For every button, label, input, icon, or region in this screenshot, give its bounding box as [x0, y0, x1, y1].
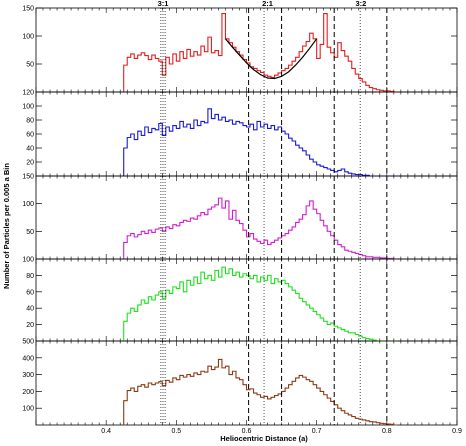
panel-5-frame	[35, 340, 458, 426]
panel-4-histogram-series	[123, 266, 398, 342]
x-tick-label: 0.5	[171, 428, 181, 435]
panel-5-histogram-series	[123, 358, 398, 426]
y-tick-label: 500	[22, 339, 34, 346]
resonance-label: 3:1	[158, 0, 169, 8]
x-tick-label: 0.6	[242, 428, 252, 435]
y-tick-label: 60	[26, 289, 34, 296]
panel-2: 20 40 60 80 100 120	[22, 90, 458, 177]
y-tick-label: 100	[22, 406, 34, 413]
y-tick-label: 40	[26, 146, 34, 153]
panel-4: 20 40 60 80 100	[22, 257, 458, 342]
panel-3-frame	[35, 175, 458, 260]
y-tick-label: 300	[22, 372, 34, 379]
resonance-label: 3:2	[355, 0, 366, 8]
panel-1-fit-curve	[224, 38, 318, 80]
panel-2-histogram-series	[123, 108, 398, 177]
y-tick-label: 20	[26, 322, 34, 329]
panel-3-histogram-series	[123, 197, 398, 260]
x-tick-label: 0.8	[382, 428, 392, 435]
y-tick-label: 50	[26, 62, 34, 69]
y-tick-label: 100	[22, 34, 34, 41]
y-axis-title: Number of Particles per 0.005 a Bin	[2, 163, 11, 289]
y-tick-label: 400	[22, 355, 34, 362]
x-axis-layer: 0.4 0.5 0.6 0.7 0.8 0.9	[101, 428, 462, 435]
x-tick-label: 0.4	[101, 428, 111, 435]
y-tick-label: 80	[26, 118, 34, 125]
y-tick-label: 60	[26, 132, 34, 139]
reference-lines-layer	[160, 8, 388, 425]
panel-1-histogram-series	[123, 13, 398, 93]
resonance-label: 2:1	[262, 0, 273, 8]
resonance-labels-layer: 3:1 2:1 3:2	[158, 0, 367, 8]
x-tick-label: 0.7	[312, 428, 322, 435]
y-tick-label: 100	[22, 201, 34, 208]
y-tick-label: 150	[22, 174, 34, 181]
x-axis-title: Heliocentric Distance (a)	[220, 434, 308, 443]
y-tick-label: 100	[22, 257, 34, 264]
x-tick-label: 0.9	[452, 428, 462, 435]
panel-4-frame	[35, 258, 458, 342]
y-tick-label: 20	[26, 160, 34, 167]
panel-3: 50 100 150	[22, 174, 458, 260]
y-tick-label: 80	[26, 273, 34, 280]
panel-5: 100 200 300 400 500	[22, 339, 458, 426]
panels-layer: 50 100 150 20 40 60 80 100 120 50 100 150 20 40 60 80 10…	[22, 6, 458, 426]
panel-1-frame	[35, 7, 458, 93]
y-tick-label: 40	[26, 306, 34, 313]
y-tick-label: 100	[22, 104, 34, 111]
y-tick-label: 200	[22, 389, 34, 396]
panel-2-frame	[35, 91, 458, 177]
y-tick-label: 120	[22, 90, 34, 97]
y-tick-label: 50	[26, 229, 34, 236]
panel-1: 50 100 150	[22, 6, 458, 93]
y-tick-label: 150	[22, 6, 34, 13]
